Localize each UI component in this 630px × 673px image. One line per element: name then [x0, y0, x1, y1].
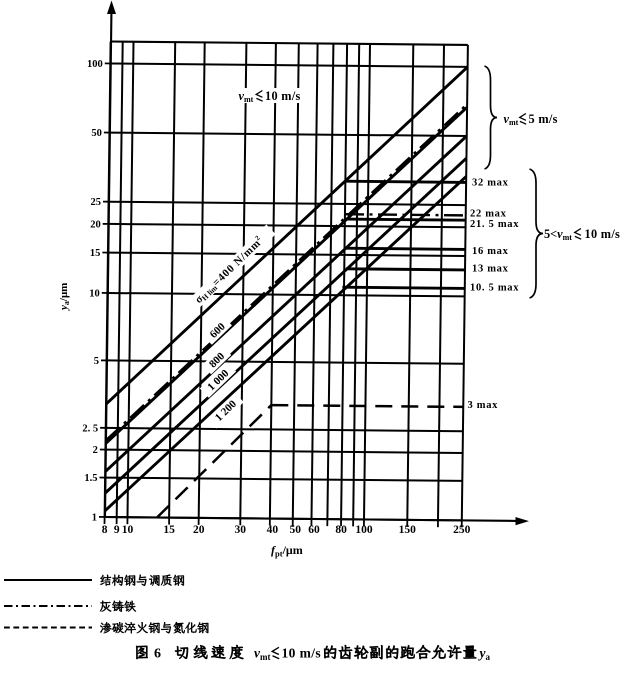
svg-text:20: 20	[193, 524, 205, 536]
svg-text:50: 50	[91, 128, 102, 139]
svg-text:1.5: 1.5	[84, 473, 97, 484]
svg-text:100: 100	[87, 59, 103, 70]
svg-text:10: 10	[122, 524, 134, 536]
svg-text:40: 40	[267, 524, 279, 536]
svg-text:10. 5 max: 10. 5 max	[470, 282, 519, 293]
svg-text:10 m/s: 10 m/s	[282, 646, 322, 661]
svg-text:10: 10	[89, 289, 100, 300]
svg-text:13 max: 13 max	[472, 264, 509, 275]
svg-text:5: 5	[94, 356, 99, 367]
svg-text:3 max: 3 max	[468, 400, 499, 411]
svg-text:5 m/s: 5 m/s	[529, 112, 558, 126]
svg-text:30: 30	[235, 524, 247, 536]
svg-text:50: 50	[290, 524, 302, 536]
svg-text:21. 5 max: 21. 5 max	[470, 219, 519, 230]
svg-text:10 m/s: 10 m/s	[585, 227, 621, 241]
svg-text:150: 150	[399, 524, 417, 536]
svg-text:20: 20	[90, 219, 101, 230]
svg-text:100: 100	[355, 524, 373, 536]
svg-text:22 max: 22 max	[470, 208, 507, 219]
svg-text:1: 1	[92, 513, 97, 524]
svg-text:2. 5: 2. 5	[82, 423, 98, 434]
svg-text:250: 250	[453, 524, 471, 536]
svg-text:10 m/s: 10 m/s	[265, 89, 301, 103]
svg-text:25: 25	[91, 197, 102, 208]
svg-text:32 max: 32 max	[472, 178, 509, 189]
svg-text:16 max: 16 max	[472, 246, 509, 257]
svg-text:60: 60	[308, 524, 320, 536]
svg-text:ya/μm: ya/μm	[58, 283, 71, 312]
svg-text:8: 8	[102, 524, 108, 536]
svg-text:15: 15	[163, 524, 175, 536]
svg-text:9: 9	[114, 524, 120, 536]
svg-text:80: 80	[335, 524, 347, 536]
svg-text:2: 2	[93, 445, 98, 456]
svg-text:6: 6	[154, 647, 161, 662]
svg-text:15: 15	[90, 248, 101, 259]
